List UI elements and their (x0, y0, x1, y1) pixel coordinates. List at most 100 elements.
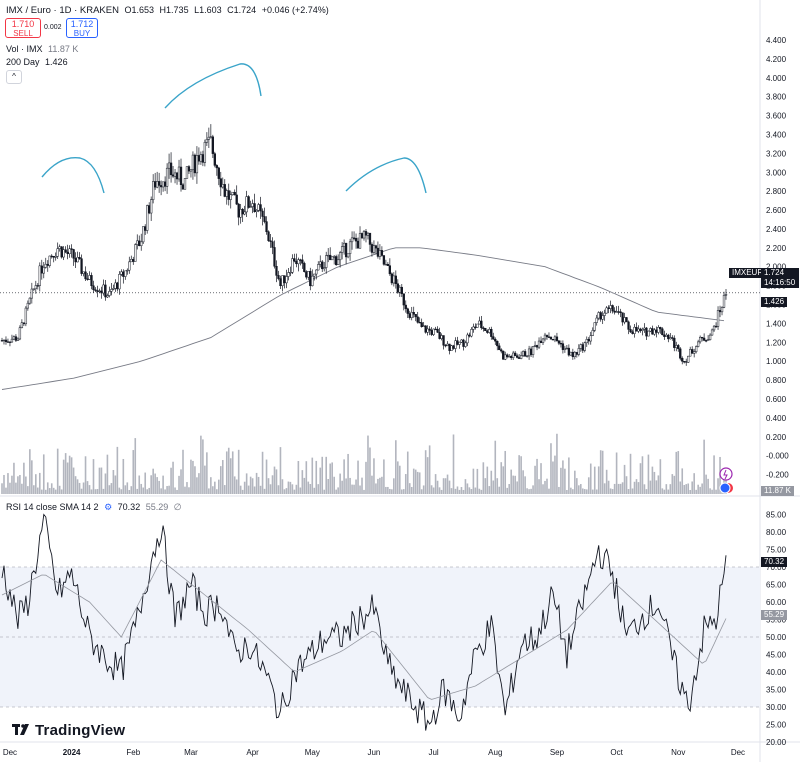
volume-bar (689, 489, 691, 494)
candle-body (362, 231, 366, 239)
volume-bar (488, 486, 491, 494)
volume-bar (585, 489, 588, 494)
rsi-tick-label: 55.00 (766, 616, 787, 625)
volume-bar (92, 459, 95, 494)
candle-body (623, 317, 626, 323)
volume-bar (33, 485, 35, 494)
volume-legend[interactable]: Vol · IMX 11.87 K (6, 44, 81, 54)
candle-body (72, 249, 75, 259)
candle-body (209, 136, 212, 138)
rsi-tick-label: 35.00 (766, 686, 787, 695)
event-icons[interactable] (718, 466, 742, 496)
volume-bar (68, 455, 71, 494)
candle-body (275, 266, 278, 276)
candle-body (251, 203, 254, 207)
volume-bar (208, 488, 210, 494)
volume-bar (603, 483, 606, 494)
candle-body (98, 290, 101, 292)
candle-body (253, 203, 256, 213)
volume-bar (108, 485, 111, 494)
volume-bar (100, 467, 103, 494)
settings-icon[interactable]: ⚙ (104, 502, 113, 512)
volume-bar (62, 459, 65, 494)
candle-body (165, 167, 169, 187)
symbol-title[interactable]: IMX / Euro · 1D · KRAKEN (6, 5, 119, 16)
candle-body (673, 337, 676, 348)
volume-bar (691, 481, 693, 494)
volume-bar (206, 452, 208, 494)
volume-bar (478, 488, 481, 494)
candle-body (683, 361, 686, 363)
volume-bar (544, 480, 546, 494)
volume-bar (462, 489, 465, 494)
volume-bar (570, 487, 572, 494)
volume-bar (617, 483, 620, 494)
buy-button[interactable]: 1.712 BUY (66, 18, 98, 38)
volume-bar (359, 485, 361, 494)
volume-bar (21, 483, 23, 494)
sell-button[interactable]: 1.710 SELL (5, 18, 41, 38)
event-dot-blue[interactable] (719, 482, 731, 494)
rsi-legend[interactable]: RSI 14 close SMA 14 2 ⚙ 70.32 55.29 ∅ (6, 502, 185, 513)
volume-bar (687, 483, 690, 494)
candle-body (517, 357, 521, 359)
candle-body (708, 334, 712, 340)
lightning-icon[interactable] (719, 467, 733, 481)
price-axis[interactable] (760, 0, 800, 762)
volume-bar (482, 462, 485, 494)
volume-bar (363, 489, 365, 494)
candle-body (12, 336, 16, 340)
candle-body (305, 271, 308, 278)
candle-body (482, 327, 485, 329)
candle-body (231, 191, 234, 195)
candle-body (386, 264, 390, 266)
candle-body (629, 329, 632, 333)
candle-body (400, 286, 403, 294)
candle-body (356, 240, 360, 249)
volume-bar (9, 482, 11, 494)
volume-bar (214, 481, 216, 494)
volume-bar (225, 451, 228, 494)
candle-body (404, 304, 407, 309)
candle-body (223, 184, 226, 197)
candle-body (494, 338, 497, 342)
volume-bar (490, 470, 493, 494)
candle-body (609, 305, 612, 309)
rsi-tick-label: 20.00 (766, 738, 787, 747)
candle-body (695, 346, 698, 352)
volume-bar (655, 480, 658, 494)
candle-body (102, 284, 105, 294)
volume-bars (1, 433, 727, 494)
candle-body (597, 312, 600, 319)
candle-body (271, 241, 274, 248)
candle-body (265, 221, 268, 233)
volume-bar (337, 487, 339, 494)
ma-legend[interactable]: 200 Day 1.426 (6, 57, 71, 67)
candle-body (559, 342, 563, 345)
ma-legend-label: 200 Day (6, 57, 40, 67)
rsi-tick-label: 25.00 (766, 721, 787, 730)
candle-body (710, 329, 714, 336)
collapse-legend-button[interactable]: ^ (6, 70, 22, 84)
rsi-tick-label: 65.00 (766, 581, 787, 590)
volume-bar (444, 478, 447, 494)
candle-body (50, 255, 53, 258)
volume-bar (637, 482, 640, 494)
candle-body (64, 249, 67, 253)
price-tick-label: 1.000 (766, 357, 787, 366)
tradingview-logo[interactable]: TradingView (12, 722, 125, 739)
volume-bar (94, 489, 97, 494)
volume-bar (188, 487, 190, 494)
candle-body (649, 328, 652, 332)
candle-body (293, 258, 296, 262)
volume-bar (711, 489, 713, 494)
volume-bar (677, 451, 680, 494)
price-tick-label: 4.200 (766, 55, 787, 64)
candle-body (195, 155, 199, 174)
candle-body (86, 278, 89, 280)
rsi-tick-label: 60.00 (766, 598, 787, 607)
volume-bar (663, 489, 666, 494)
candle-body (585, 339, 588, 344)
volume-bar (84, 456, 87, 494)
